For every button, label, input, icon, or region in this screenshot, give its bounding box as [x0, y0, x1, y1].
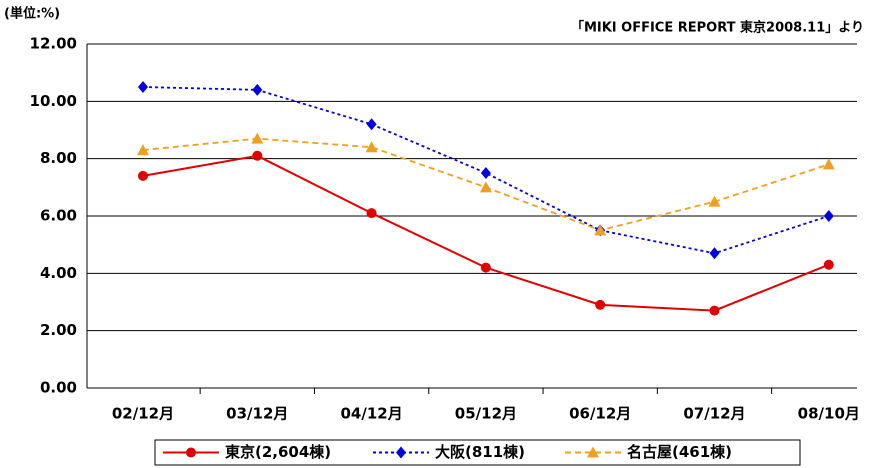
x-tick-label: 06/12月 — [569, 405, 631, 423]
marker — [709, 305, 720, 316]
legend-marker — [396, 446, 406, 459]
source-note: 「MIKI OFFICE REPORT 東京2008.11」より — [571, 20, 864, 36]
marker — [594, 224, 607, 236]
y-tick-label: 2.00 — [40, 321, 77, 339]
marker — [252, 150, 263, 161]
marker — [479, 181, 492, 193]
marker — [480, 262, 491, 273]
marker — [480, 167, 491, 179]
marker — [138, 81, 148, 93]
marker — [709, 247, 720, 260]
marker — [823, 210, 834, 222]
marker — [595, 299, 606, 310]
marker — [708, 195, 721, 207]
y-tick-label: 4.00 — [40, 264, 77, 282]
x-tick-label: 02/12月 — [112, 405, 174, 423]
marker — [137, 144, 149, 156]
unit-label: (単位:%) — [4, 6, 60, 22]
marker — [252, 83, 263, 96]
y-tick-label: 8.00 — [40, 149, 77, 167]
legend-label: 東京(2,604棟) — [225, 443, 331, 461]
marker — [823, 259, 834, 270]
y-tick-label: 10.00 — [30, 92, 77, 110]
marker — [365, 141, 378, 153]
marker — [251, 132, 264, 144]
x-tick-label: 03/12月 — [226, 405, 288, 423]
marker — [366, 208, 377, 219]
x-tick-label: 04/12月 — [340, 405, 402, 423]
marker — [138, 170, 148, 181]
legend-box — [154, 439, 801, 466]
x-tick-label: 08/10月 — [798, 405, 860, 423]
marker — [822, 158, 835, 170]
x-tick-label: 05/12月 — [455, 405, 517, 423]
marker — [366, 118, 377, 131]
legend-marker — [587, 446, 599, 458]
y-tick-label: 0.00 — [40, 379, 77, 397]
x-tick-label: 07/12月 — [683, 405, 745, 423]
legend-label: 名古屋(461棟) — [627, 443, 732, 461]
y-tick-label: 12.00 — [30, 35, 77, 53]
y-tick-label: 6.00 — [40, 207, 77, 225]
legend-label: 大阪(811棟) — [435, 443, 525, 461]
legend-marker — [186, 447, 196, 458]
series-line — [142, 154, 830, 312]
